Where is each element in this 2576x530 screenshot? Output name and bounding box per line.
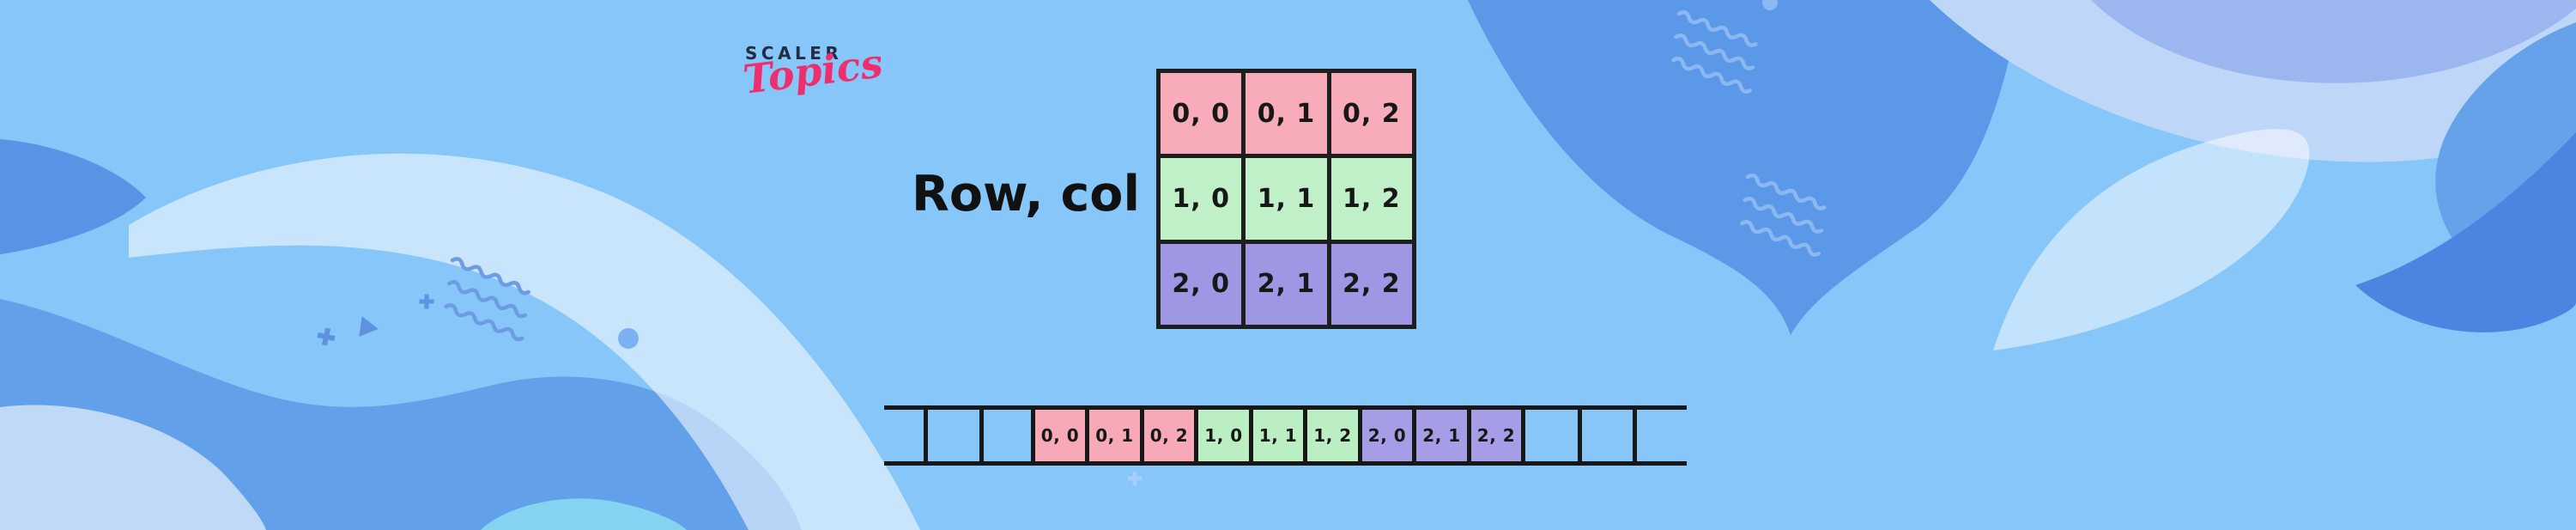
memory-cell-empty [884,410,928,461]
memory-cell-empty [1582,410,1637,461]
dot-icon [618,328,639,349]
scaler-topics-logo: SCALER Topics [741,40,886,102]
cyan-sliver [481,498,687,530]
memory-cell-2-1: 2, 1 [1416,410,1471,461]
matrix-grid: 0, 0 0, 1 0, 2 1, 0 1, 1 1, 2 2, 0 2, 1 … [1156,69,1416,329]
ribbon-light [129,153,920,530]
memory-cell-0-1: 0, 1 [1089,410,1144,461]
logo-title: SCALER [745,43,843,64]
grid-cell-2-0: 2, 0 [1161,243,1242,325]
grid-cell-1-2: 1, 2 [1330,158,1412,240]
grid-cell-2-2: 2, 2 [1330,243,1412,325]
memory-cell-1-0: 1, 0 [1198,410,1253,461]
row-col-label: Row, col [911,166,1140,222]
memory-cell-1-2: 1, 2 [1307,410,1362,461]
memory-cell-empty [984,410,1035,461]
memory-cell-empty [1525,410,1582,461]
memory-cell-empty [928,410,984,461]
memory-cell-empty [1637,410,1687,461]
memory-cell-0-0: 0, 0 [1035,410,1089,461]
dot-top [1762,0,1778,10]
grid-cell-1-0: 1, 0 [1161,158,1242,240]
blob-periwinkle [2091,0,2576,83]
leaf-light [1993,129,2310,350]
grid-cell-2-1: 2, 1 [1246,243,1327,325]
swoosh-right-dark [2355,132,2576,332]
wave-left-wedge [0,139,146,254]
memory-cell-0-2: 0, 2 [1144,410,1198,461]
memory-array: 0, 0 0, 1 0, 2 1, 0 1, 1 1, 2 2, 0 2, 1 … [884,405,1687,466]
memory-cell-2-0: 2, 0 [1362,410,1416,461]
wave-center [1468,0,2021,335]
memory-cell-2-2: 2, 2 [1471,410,1525,461]
grid-cell-0-0: 0, 0 [1161,73,1242,155]
memory-cell-1-1: 1, 1 [1253,410,1307,461]
grid-cell-1-1: 1, 1 [1246,158,1327,240]
triangle-icon [359,316,379,337]
grid-cell-0-1: 0, 1 [1246,73,1327,155]
corner-blob-light [0,405,266,530]
grid-cell-0-2: 0, 2 [1330,73,1412,155]
